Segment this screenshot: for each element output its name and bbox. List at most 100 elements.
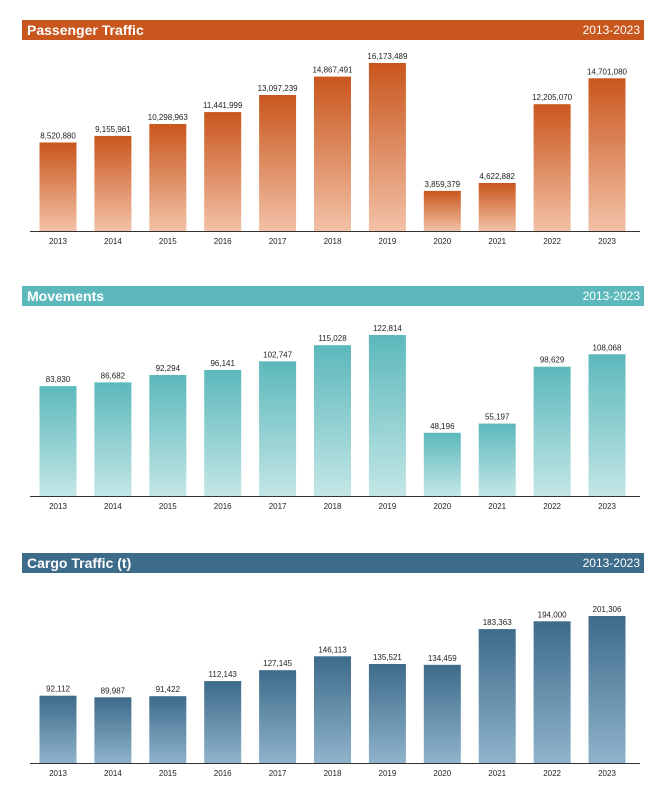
passenger-traffic-value-label: 13,097,239	[258, 84, 299, 93]
movements-bar-2018	[314, 345, 351, 496]
movements-value-label: 102,747	[263, 350, 292, 359]
cargo-traffic-x-tick-label: 2016	[214, 769, 232, 778]
cargo-traffic-x-tick-label: 2015	[159, 769, 177, 778]
passenger-traffic-x-tick-label: 2023	[598, 237, 616, 246]
passenger-traffic-value-label: 11,441,999	[203, 101, 243, 110]
cargo-traffic-value-label: 89,987	[101, 686, 126, 695]
movements-bar-2016	[204, 370, 242, 496]
cargo-traffic-header: Cargo Traffic (t) 2013-2023	[22, 553, 644, 573]
passenger-traffic-x-tick-label: 2014	[104, 237, 122, 246]
passenger-traffic-value-label: 3,859,379	[425, 180, 461, 189]
passenger-traffic-period: 2013-2023	[582, 23, 640, 37]
passenger-traffic-value-label: 9,155,961	[95, 125, 131, 134]
cargo-traffic-x-tick-label: 2022	[543, 769, 561, 778]
movements-bar-2013	[39, 386, 77, 496]
cargo-traffic-bar-2017	[259, 670, 297, 763]
passenger-traffic-x-tick-label: 2015	[159, 237, 177, 246]
movements-bar-2021	[478, 423, 516, 496]
cargo-traffic-bar-2015	[149, 696, 187, 763]
movements-value-label: 55,197	[485, 413, 510, 422]
passenger-traffic-header: Passenger Traffic 2013-2023	[22, 20, 644, 40]
cargo-traffic-bar-2023	[588, 616, 626, 763]
movements-bar-2020	[423, 432, 461, 496]
passenger-traffic-bar-2023	[588, 78, 626, 231]
cargo-traffic-bar-2022	[533, 621, 571, 763]
cargo-traffic-x-tick-label: 2014	[104, 769, 122, 778]
cargo-traffic-value-label: 183,363	[483, 618, 512, 627]
cargo-traffic-x-tick-label: 2013	[49, 769, 67, 778]
passenger-traffic-bar-2014	[94, 135, 132, 231]
cargo-traffic-title: Cargo Traffic (t)	[27, 555, 132, 571]
cargo-traffic-bar-2018	[314, 656, 351, 763]
cargo-traffic-bar-2020	[423, 664, 461, 763]
passenger-traffic-x-tick-label: 2018	[324, 237, 342, 246]
movements-x-tick-label: 2019	[379, 502, 397, 511]
passenger-traffic-x-tick-label: 2016	[214, 237, 232, 246]
cargo-traffic-x-tick-label: 2021	[488, 769, 506, 778]
passenger-traffic-value-label: 8,520,880	[40, 132, 76, 141]
movements-value-label: 108,068	[593, 343, 622, 352]
movements-value-label: 92,294	[156, 364, 181, 373]
passenger-traffic-bar-2021	[478, 183, 516, 231]
movements-value-label: 86,682	[101, 371, 126, 380]
movements-x-tick-label: 2016	[214, 502, 232, 511]
cargo-traffic-chart: 92,112 2013 89,987 2014 91,422 2015 112,143 201…	[30, 605, 640, 778]
cargo-traffic-x-tick-label: 2017	[269, 769, 287, 778]
cargo-traffic-value-label: 146,113	[318, 645, 347, 654]
movements-x-tick-label: 2020	[433, 502, 451, 511]
passenger-traffic-x-tick-label: 2017	[269, 237, 287, 246]
movements-x-tick-label: 2023	[598, 502, 616, 511]
cargo-traffic-value-label: 112,143	[209, 670, 238, 679]
cargo-traffic-bar-2021	[478, 629, 516, 763]
cargo-traffic-value-label: 135,521	[373, 653, 402, 662]
cargo-traffic-x-tick-label: 2018	[324, 769, 342, 778]
movements-bar-2023	[588, 354, 626, 496]
movements-bar-2014	[94, 382, 132, 496]
passenger-traffic-bar-2022	[533, 104, 571, 231]
passenger-traffic-chart: 8,520,880 2013 9,155,961 2014 10,298,963 2015…	[30, 52, 640, 246]
passenger-traffic-value-label: 14,701,080	[587, 67, 628, 76]
passenger-traffic-value-label: 12,205,070	[532, 93, 573, 102]
cargo-traffic-x-tick-label: 2023	[598, 769, 616, 778]
passenger-traffic-bar-2019	[368, 63, 406, 231]
passenger-traffic-x-tick-label: 2022	[543, 237, 561, 246]
movements-bar-2017	[259, 361, 297, 496]
cargo-traffic-value-label: 92,112	[46, 685, 70, 694]
passenger-traffic-value-label: 4,622,882	[479, 172, 515, 181]
cargo-traffic-x-tick-label: 2019	[379, 769, 397, 778]
movements-value-label: 122,814	[373, 324, 402, 333]
movements-x-tick-label: 2018	[324, 502, 342, 511]
passenger-traffic-bar-2018	[314, 76, 351, 231]
passenger-traffic-bar-2015	[149, 124, 187, 231]
movements-value-label: 83,830	[46, 375, 71, 384]
cargo-traffic-period: 2013-2023	[582, 556, 640, 570]
passenger-traffic-value-label: 10,298,963	[148, 113, 189, 122]
movements-title: Movements	[27, 288, 105, 304]
movements-x-tick-label: 2017	[269, 502, 287, 511]
movements-value-label: 48,196	[430, 422, 455, 431]
passenger-traffic-value-label: 14,867,491	[312, 66, 353, 75]
movements-header: Movements 2013-2023	[22, 286, 644, 306]
movements-x-tick-label: 2015	[159, 502, 177, 511]
passenger-traffic-x-tick-label: 2020	[433, 237, 451, 246]
passenger-traffic-bar-2017	[259, 95, 297, 231]
cargo-traffic-bar-2019	[368, 664, 406, 763]
movements-bar-2022	[533, 366, 571, 496]
cargo-traffic-value-label: 134,459	[428, 654, 457, 663]
cargo-traffic-x-tick-label: 2020	[433, 769, 451, 778]
cargo-traffic-bar-2013	[39, 695, 77, 763]
movements-period: 2013-2023	[582, 289, 640, 303]
movements-bar-2015	[149, 375, 187, 496]
passenger-traffic-bar-2020	[423, 190, 461, 231]
cargo-traffic-value-label: 127,145	[263, 659, 292, 668]
movements-bar-2019	[368, 335, 406, 496]
cargo-traffic-value-label: 91,422	[156, 685, 181, 694]
movements-x-tick-label: 2014	[104, 502, 122, 511]
movements-chart: 83,830 2013 86,682 2014 92,294 2015 96,141 2016…	[30, 324, 640, 511]
passenger-traffic-bar-2013	[39, 142, 77, 231]
passenger-traffic-x-tick-label: 2021	[488, 237, 506, 246]
passenger-traffic-title: Passenger Traffic	[27, 22, 144, 38]
movements-value-label: 98,629	[540, 356, 565, 365]
passenger-traffic-x-tick-label: 2013	[49, 237, 67, 246]
passenger-traffic-bar-2016	[204, 112, 242, 231]
